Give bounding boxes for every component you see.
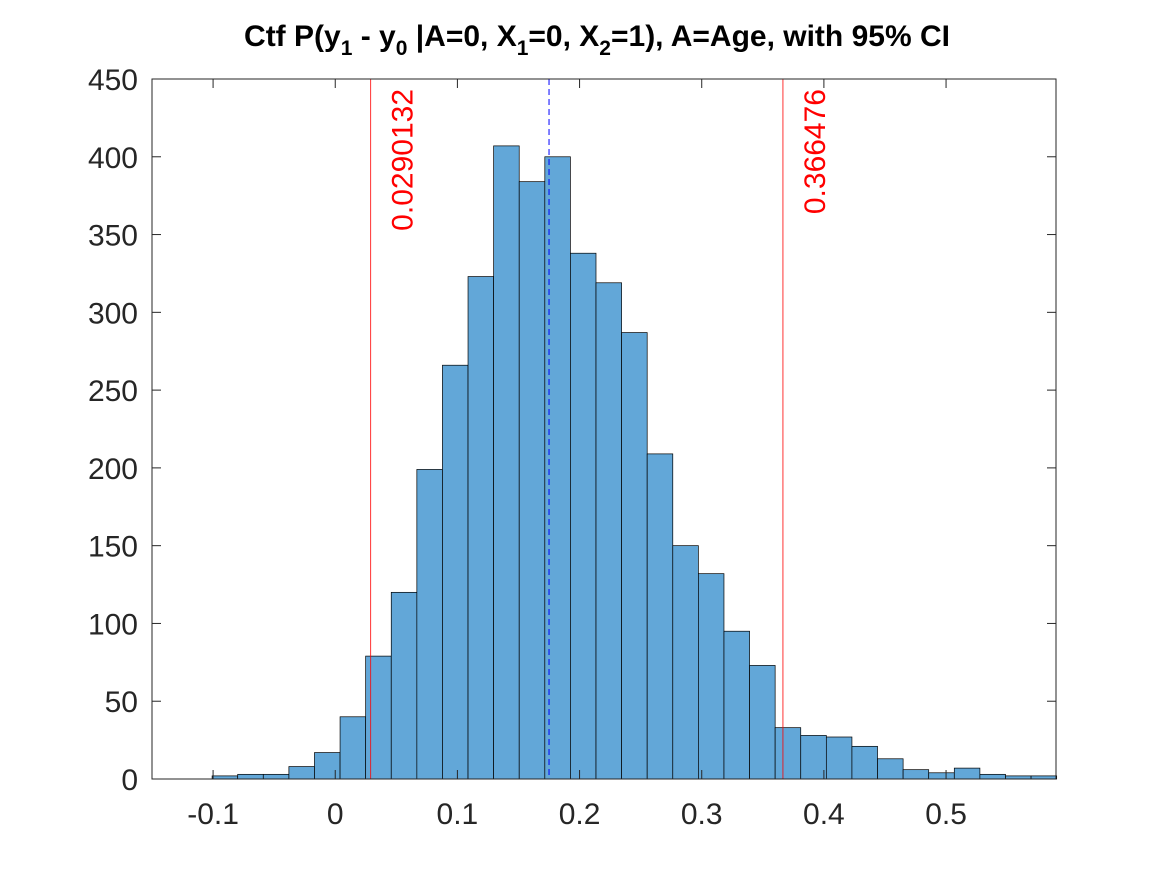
y-tick-label: 400 (88, 142, 138, 175)
x-tick-label: 0.5 (925, 798, 967, 831)
title-segment: - y (352, 20, 396, 53)
histogram-bar (646, 453, 674, 780)
title-subscript: 1 (341, 37, 353, 60)
histogram-bar (749, 665, 776, 780)
histogram-bar (339, 716, 367, 780)
histogram-bar (442, 364, 469, 780)
ci-lower-label: 0.0290132 (387, 89, 420, 231)
chart-title: Ctf P(y1 - y0 |A=0, X1=0, X2=1), A=Age, … (244, 20, 950, 60)
histogram-bar (723, 630, 750, 780)
title-segment: =1), A=Age, with 95% CI (611, 20, 950, 53)
histogram-bar (672, 545, 699, 780)
y-tick-label: 200 (88, 453, 138, 486)
y-tick-label: 350 (88, 220, 138, 253)
title-subscript: 1 (517, 37, 529, 60)
histogram-bar (698, 573, 725, 780)
ci-upper-label: 0.366476 (799, 89, 832, 214)
title-segment: Ctf P(y (244, 20, 341, 53)
histogram-bar (467, 276, 494, 780)
title-subscript: 2 (599, 37, 611, 60)
histogram-bar (774, 727, 802, 780)
histogram-bar (979, 773, 1006, 780)
histogram-bar (288, 766, 315, 780)
x-tick-label: 0.4 (803, 798, 845, 831)
histogram-bar (570, 252, 597, 780)
histogram-bar (800, 735, 827, 780)
x-tick-label: 0.3 (681, 798, 723, 831)
x-tick-label: 0 (327, 798, 344, 831)
histogram-bar (928, 772, 955, 780)
x-tick-label: 0.2 (559, 798, 601, 831)
title-segment: |A=0, X (407, 20, 516, 53)
title-subscript: 0 (396, 37, 408, 60)
histogram-bar (953, 767, 981, 780)
histogram-bar (314, 752, 341, 780)
x-tick-label: 0.1 (437, 798, 479, 831)
histogram-bar (825, 736, 853, 780)
x-tick-label: -0.1 (187, 798, 239, 831)
y-tick-label: 450 (88, 64, 138, 97)
y-tick-label: 300 (88, 297, 138, 330)
title-segment: =0, X (528, 20, 599, 53)
histogram-bar (595, 282, 622, 780)
y-tick-label: 100 (88, 608, 138, 641)
histogram-bar (851, 745, 878, 780)
bars-layer (211, 145, 1058, 780)
histogram-bar (877, 758, 904, 780)
reference-lines-layer: 0.0290132 0.366476 (370, 79, 832, 779)
y-tick-label: 0 (121, 764, 138, 797)
histogram-bar (262, 773, 290, 780)
histogram-bar (365, 655, 392, 780)
histogram-bar (493, 145, 520, 780)
histogram-bar (621, 332, 648, 780)
histogram-bar (390, 591, 418, 780)
y-tick-label: 150 (88, 531, 138, 564)
histogram-bar (237, 773, 264, 780)
ticks-layer: -0.1 0 0.1 0.2 0.3 0.4 0.5 0 50 100 150 200 250 300 35… (88, 64, 1056, 831)
histogram-bar (518, 181, 546, 780)
axes-box (151, 78, 1057, 780)
y-tick-label: 250 (88, 375, 138, 408)
histogram-bar (902, 769, 930, 780)
y-tick-label: 50 (105, 686, 138, 719)
histogram-bar (416, 469, 443, 780)
